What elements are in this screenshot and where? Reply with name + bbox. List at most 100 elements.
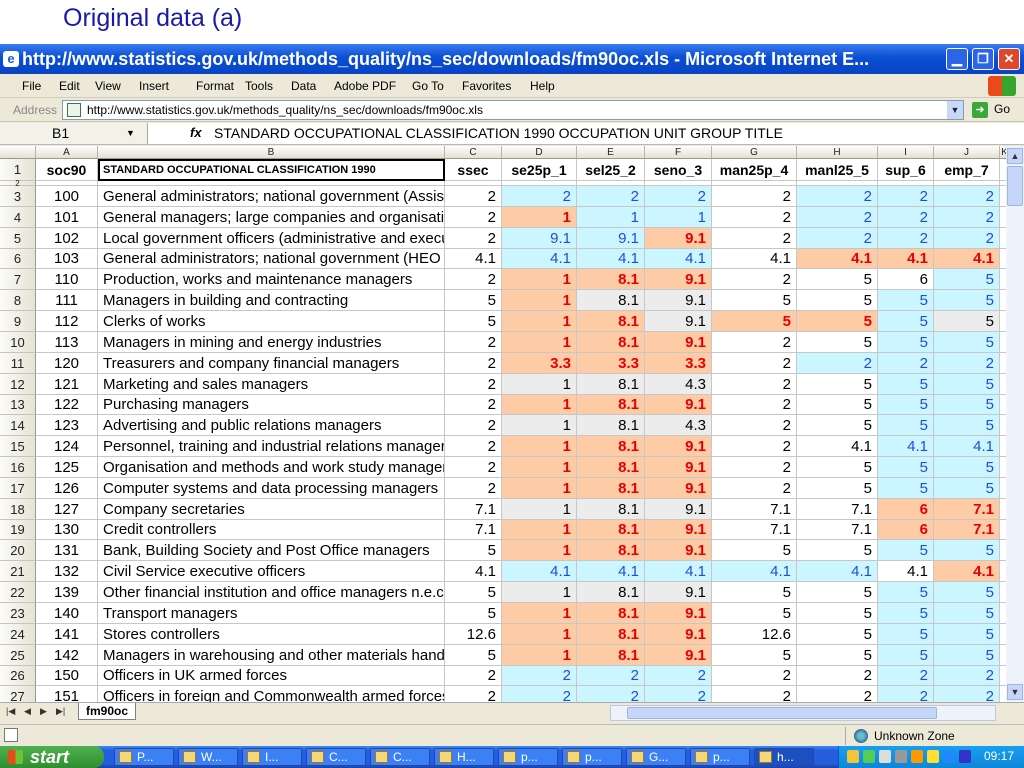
table-cell[interactable]: 9.1 xyxy=(645,457,712,478)
table-cell[interactable]: 8.1 xyxy=(577,457,645,478)
table-cell[interactable]: 1 xyxy=(502,332,577,353)
row-header[interactable]: 14 xyxy=(0,415,36,436)
table-cell[interactable]: 5 xyxy=(712,645,797,666)
table-cell[interactable]: 12.6 xyxy=(445,624,502,645)
start-button[interactable]: start xyxy=(0,746,104,768)
table-cell[interactable]: 7.1 xyxy=(797,499,878,520)
table-cell[interactable]: 130 xyxy=(36,520,98,540)
table-cell[interactable]: 5 xyxy=(712,311,797,332)
column-header-i[interactable]: I xyxy=(878,146,934,159)
table-cell[interactable]: 4.1 xyxy=(577,249,645,269)
table-cell[interactable]: 5 xyxy=(934,332,1000,353)
header-cell[interactable]: emp_7 xyxy=(934,159,1000,181)
table-cell[interactable]: 2 xyxy=(445,269,502,290)
chevron-down-icon[interactable]: ▼ xyxy=(947,101,963,119)
table-cell[interactable]: 4.1 xyxy=(934,436,1000,457)
table-cell[interactable]: 5 xyxy=(797,540,878,561)
table-cell[interactable]: 5 xyxy=(878,415,934,436)
table-cell[interactable]: 2 xyxy=(502,686,577,702)
table-cell[interactable]: 4.1 xyxy=(934,561,1000,582)
table-cell[interactable]: 142 xyxy=(36,645,98,666)
row-header[interactable]: 27 xyxy=(0,686,36,702)
table-cell[interactable]: 113 xyxy=(36,332,98,353)
table-cell[interactable]: 102 xyxy=(36,228,98,249)
column-header-g[interactable]: G xyxy=(712,146,797,159)
table-cell[interactable]: 4.1 xyxy=(878,561,934,582)
taskbar-button[interactable]: C... xyxy=(306,748,366,766)
table-cell[interactable]: 124 xyxy=(36,436,98,457)
table-cell[interactable]: 5 xyxy=(797,395,878,415)
table-cell[interactable]: 2 xyxy=(712,457,797,478)
table-cell[interactable]: 8.1 xyxy=(577,374,645,395)
table-cell[interactable]: 7.1 xyxy=(712,520,797,540)
table-cell[interactable]: 8.1 xyxy=(577,395,645,415)
table-cell[interactable]: Purchasing managers xyxy=(98,395,445,415)
fx-icon[interactable]: fx xyxy=(190,125,202,140)
row-header[interactable]: 8 xyxy=(0,290,36,311)
table-cell[interactable]: 5 xyxy=(934,415,1000,436)
table-cell[interactable]: 2 xyxy=(878,207,934,228)
table-cell[interactable]: 4.1 xyxy=(797,436,878,457)
table-cell[interactable]: 4.1 xyxy=(645,561,712,582)
table-cell[interactable]: 8.1 xyxy=(577,645,645,666)
table-cell[interactable]: 9.1 xyxy=(645,436,712,457)
table-cell[interactable]: 2 xyxy=(712,332,797,353)
table-cell[interactable]: 2 xyxy=(878,228,934,249)
table-cell[interactable]: 7.1 xyxy=(445,499,502,520)
table-cell[interactable]: 5 xyxy=(934,603,1000,624)
column-header-d[interactable]: D xyxy=(502,146,577,159)
table-cell[interactable]: Managers in warehousing and other materi… xyxy=(98,645,445,666)
table-cell[interactable]: 5 xyxy=(797,374,878,395)
table-cell[interactable]: 8.1 xyxy=(577,290,645,311)
row-header[interactable]: 13 xyxy=(0,395,36,415)
table-cell[interactable]: 2 xyxy=(797,228,878,249)
sheet-tab-fm90oc[interactable]: fm90oc xyxy=(78,703,136,720)
table-cell[interactable]: 1 xyxy=(502,374,577,395)
table-cell[interactable]: 132 xyxy=(36,561,98,582)
row-header[interactable]: 16 xyxy=(0,457,36,478)
table-cell[interactable]: 1 xyxy=(502,582,577,603)
table-cell[interactable]: 2 xyxy=(712,686,797,702)
row-header[interactable]: 5 xyxy=(0,228,36,249)
table-cell[interactable]: Marketing and sales managers xyxy=(98,374,445,395)
table-cell[interactable]: General administrators; national governm… xyxy=(98,249,445,269)
row-header[interactable]: 9 xyxy=(0,311,36,332)
table-cell[interactable]: 2 xyxy=(577,686,645,702)
row-header[interactable]: 17 xyxy=(0,478,36,499)
table-cell[interactable]: 7.1 xyxy=(712,499,797,520)
menu-item-adobe-pdf[interactable]: Adobe PDF xyxy=(334,79,396,93)
table-cell[interactable]: 1 xyxy=(502,520,577,540)
table-cell[interactable]: 103 xyxy=(36,249,98,269)
table-cell[interactable]: 9.1 xyxy=(645,290,712,311)
table-cell[interactable]: 2 xyxy=(445,415,502,436)
menu-item-tools[interactable]: Tools xyxy=(245,79,273,93)
header-cell[interactable]: se25p_1 xyxy=(502,159,577,181)
table-cell[interactable]: 1 xyxy=(502,269,577,290)
table-cell[interactable]: 126 xyxy=(36,478,98,499)
table-cell[interactable]: 8.1 xyxy=(577,478,645,499)
table-cell[interactable]: 2 xyxy=(878,686,934,702)
table-cell[interactable]: 12.6 xyxy=(712,624,797,645)
formula-input[interactable]: STANDARD OCCUPATIONAL CLASSIFICATION 199… xyxy=(214,125,783,141)
table-cell[interactable]: 5 xyxy=(878,311,934,332)
table-cell[interactable]: 9.1 xyxy=(645,332,712,353)
table-cell[interactable]: 1 xyxy=(502,645,577,666)
table-cell[interactable]: 9.1 xyxy=(645,540,712,561)
table-cell[interactable]: 9.1 xyxy=(645,520,712,540)
table-cell[interactable]: 1 xyxy=(502,624,577,645)
restore-button[interactable]: ❐ xyxy=(972,48,994,70)
menu-item-edit[interactable]: Edit xyxy=(59,79,80,93)
table-cell[interactable]: 5 xyxy=(712,290,797,311)
column-header-j[interactable]: J xyxy=(934,146,1000,159)
table-cell[interactable]: 2 xyxy=(934,686,1000,702)
row-header[interactable]: 6 xyxy=(0,249,36,269)
table-cell[interactable]: 122 xyxy=(36,395,98,415)
table-cell[interactable]: 2 xyxy=(797,186,878,207)
table-cell[interactable]: 4.1 xyxy=(645,249,712,269)
row-header[interactable]: 11 xyxy=(0,353,36,374)
table-cell[interactable]: 120 xyxy=(36,353,98,374)
table-cell[interactable]: 2 xyxy=(878,353,934,374)
scroll-up-icon[interactable]: ▲ xyxy=(1007,148,1023,164)
table-cell[interactable]: Personnel, training and industrial relat… xyxy=(98,436,445,457)
table-cell[interactable]: 5 xyxy=(934,582,1000,603)
